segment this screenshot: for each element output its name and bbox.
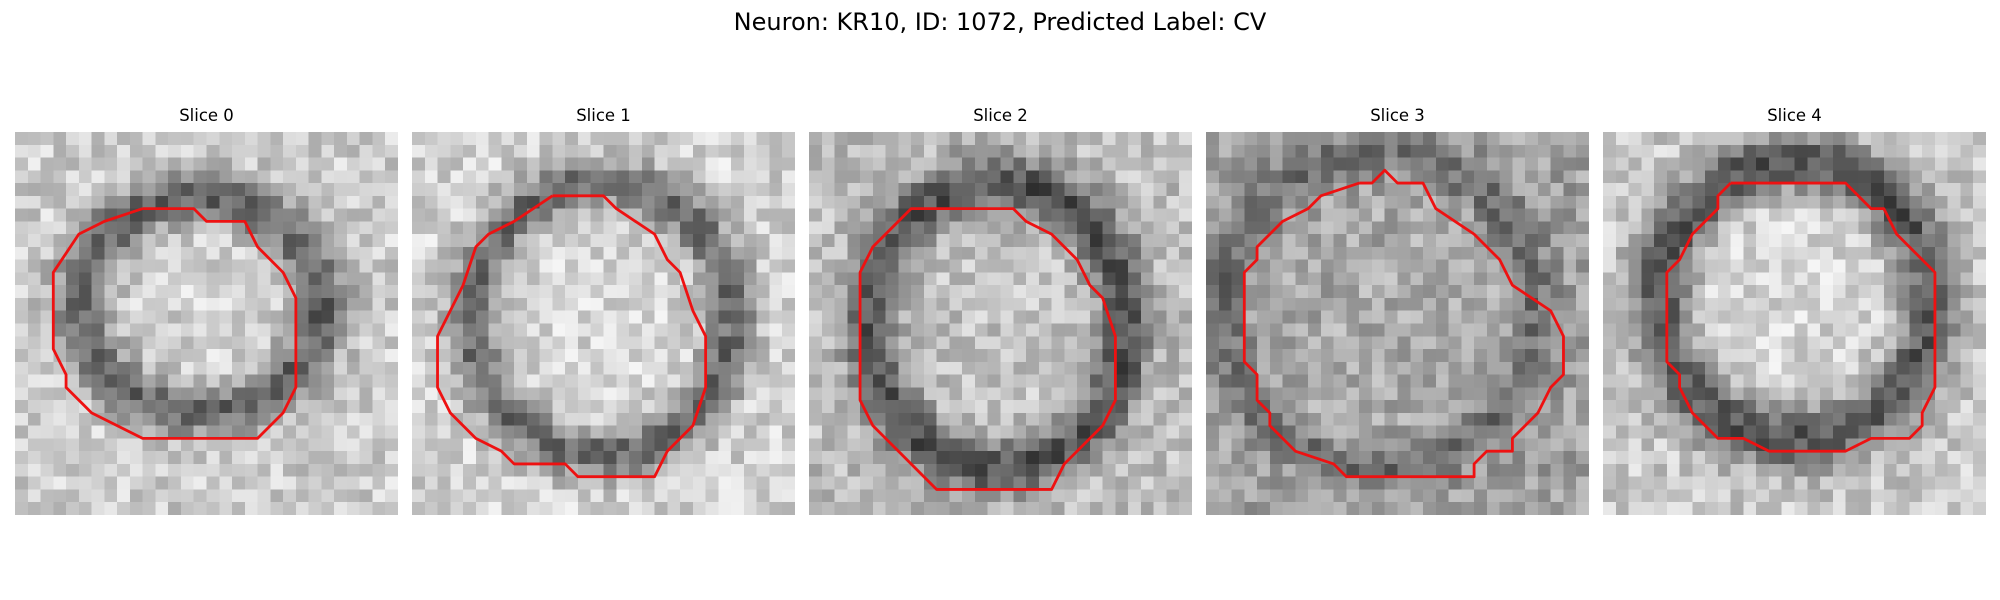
roi-outline-0 — [51, 207, 298, 440]
slice-title-1: Slice 1 — [576, 106, 631, 125]
slice-image-2 — [809, 132, 1192, 515]
roi-outline-4 — [1665, 181, 1937, 453]
roi-outline-1 — [436, 194, 708, 479]
slice-title-2: Slice 2 — [973, 106, 1028, 125]
roi-outline-3 — [1242, 168, 1565, 479]
slice-pixel-grid-1 — [412, 132, 795, 515]
slice-image-0 — [15, 132, 398, 515]
slice-pixel-grid-4 — [1603, 132, 1986, 515]
slice-image-3 — [1206, 132, 1589, 515]
slice-pixel-grid-2 — [809, 132, 1192, 515]
slice-pixel-grid-3 — [1206, 132, 1589, 515]
slice-title-4: Slice 4 — [1767, 106, 1822, 125]
slice-pixel-grid-0 — [15, 132, 398, 515]
slice-title-3: Slice 3 — [1370, 106, 1425, 125]
slice-title-0: Slice 0 — [179, 106, 234, 125]
figure-title: Neuron: KR10, ID: 1072, Predicted Label:… — [733, 8, 1267, 36]
slice-image-4 — [1603, 132, 1986, 515]
slice-image-1 — [412, 132, 795, 515]
roi-outline-2 — [858, 207, 1117, 491]
